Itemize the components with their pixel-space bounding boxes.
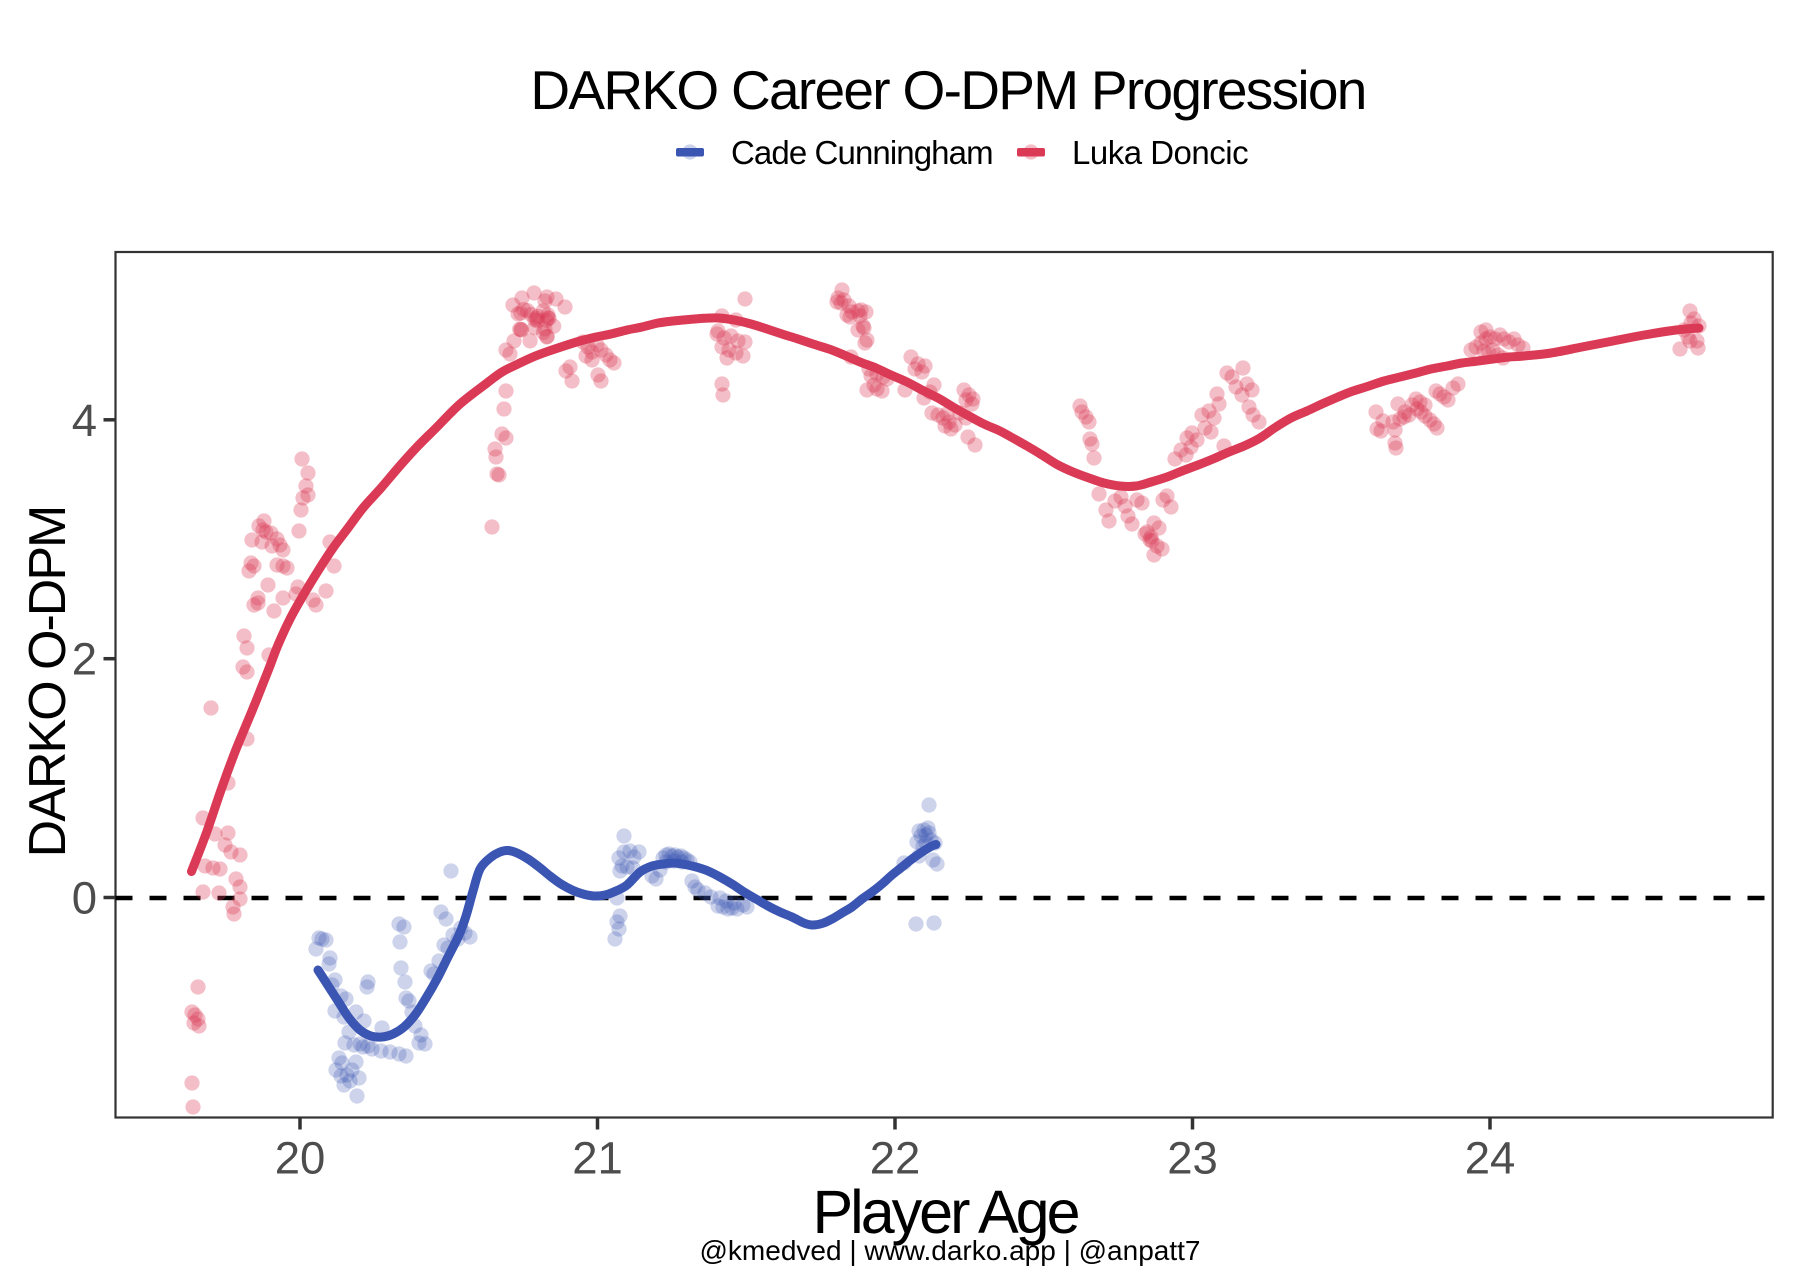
svg-text:2: 2	[72, 634, 97, 685]
svg-text:Luka Doncic: Luka Doncic	[1072, 134, 1248, 171]
svg-text:0: 0	[72, 873, 97, 924]
svg-text:Cade Cunningham: Cade Cunningham	[731, 134, 993, 171]
svg-text:DARKO O-DPM: DARKO O-DPM	[19, 507, 77, 858]
svg-text:DARKO Career O-DPM Progression: DARKO Career O-DPM Progression	[530, 59, 1365, 121]
svg-text:4: 4	[72, 395, 97, 446]
svg-text:23: 23	[1167, 1133, 1218, 1184]
svg-text:22: 22	[870, 1133, 921, 1184]
svg-text:20: 20	[275, 1133, 326, 1184]
svg-text:@kmedved | www.darko.app | @an: @kmedved | www.darko.app | @anpatt7	[700, 1235, 1201, 1266]
svg-text:24: 24	[1465, 1133, 1516, 1184]
svg-text:Player Age: Player Age	[812, 1178, 1078, 1246]
svg-text:21: 21	[572, 1133, 623, 1184]
